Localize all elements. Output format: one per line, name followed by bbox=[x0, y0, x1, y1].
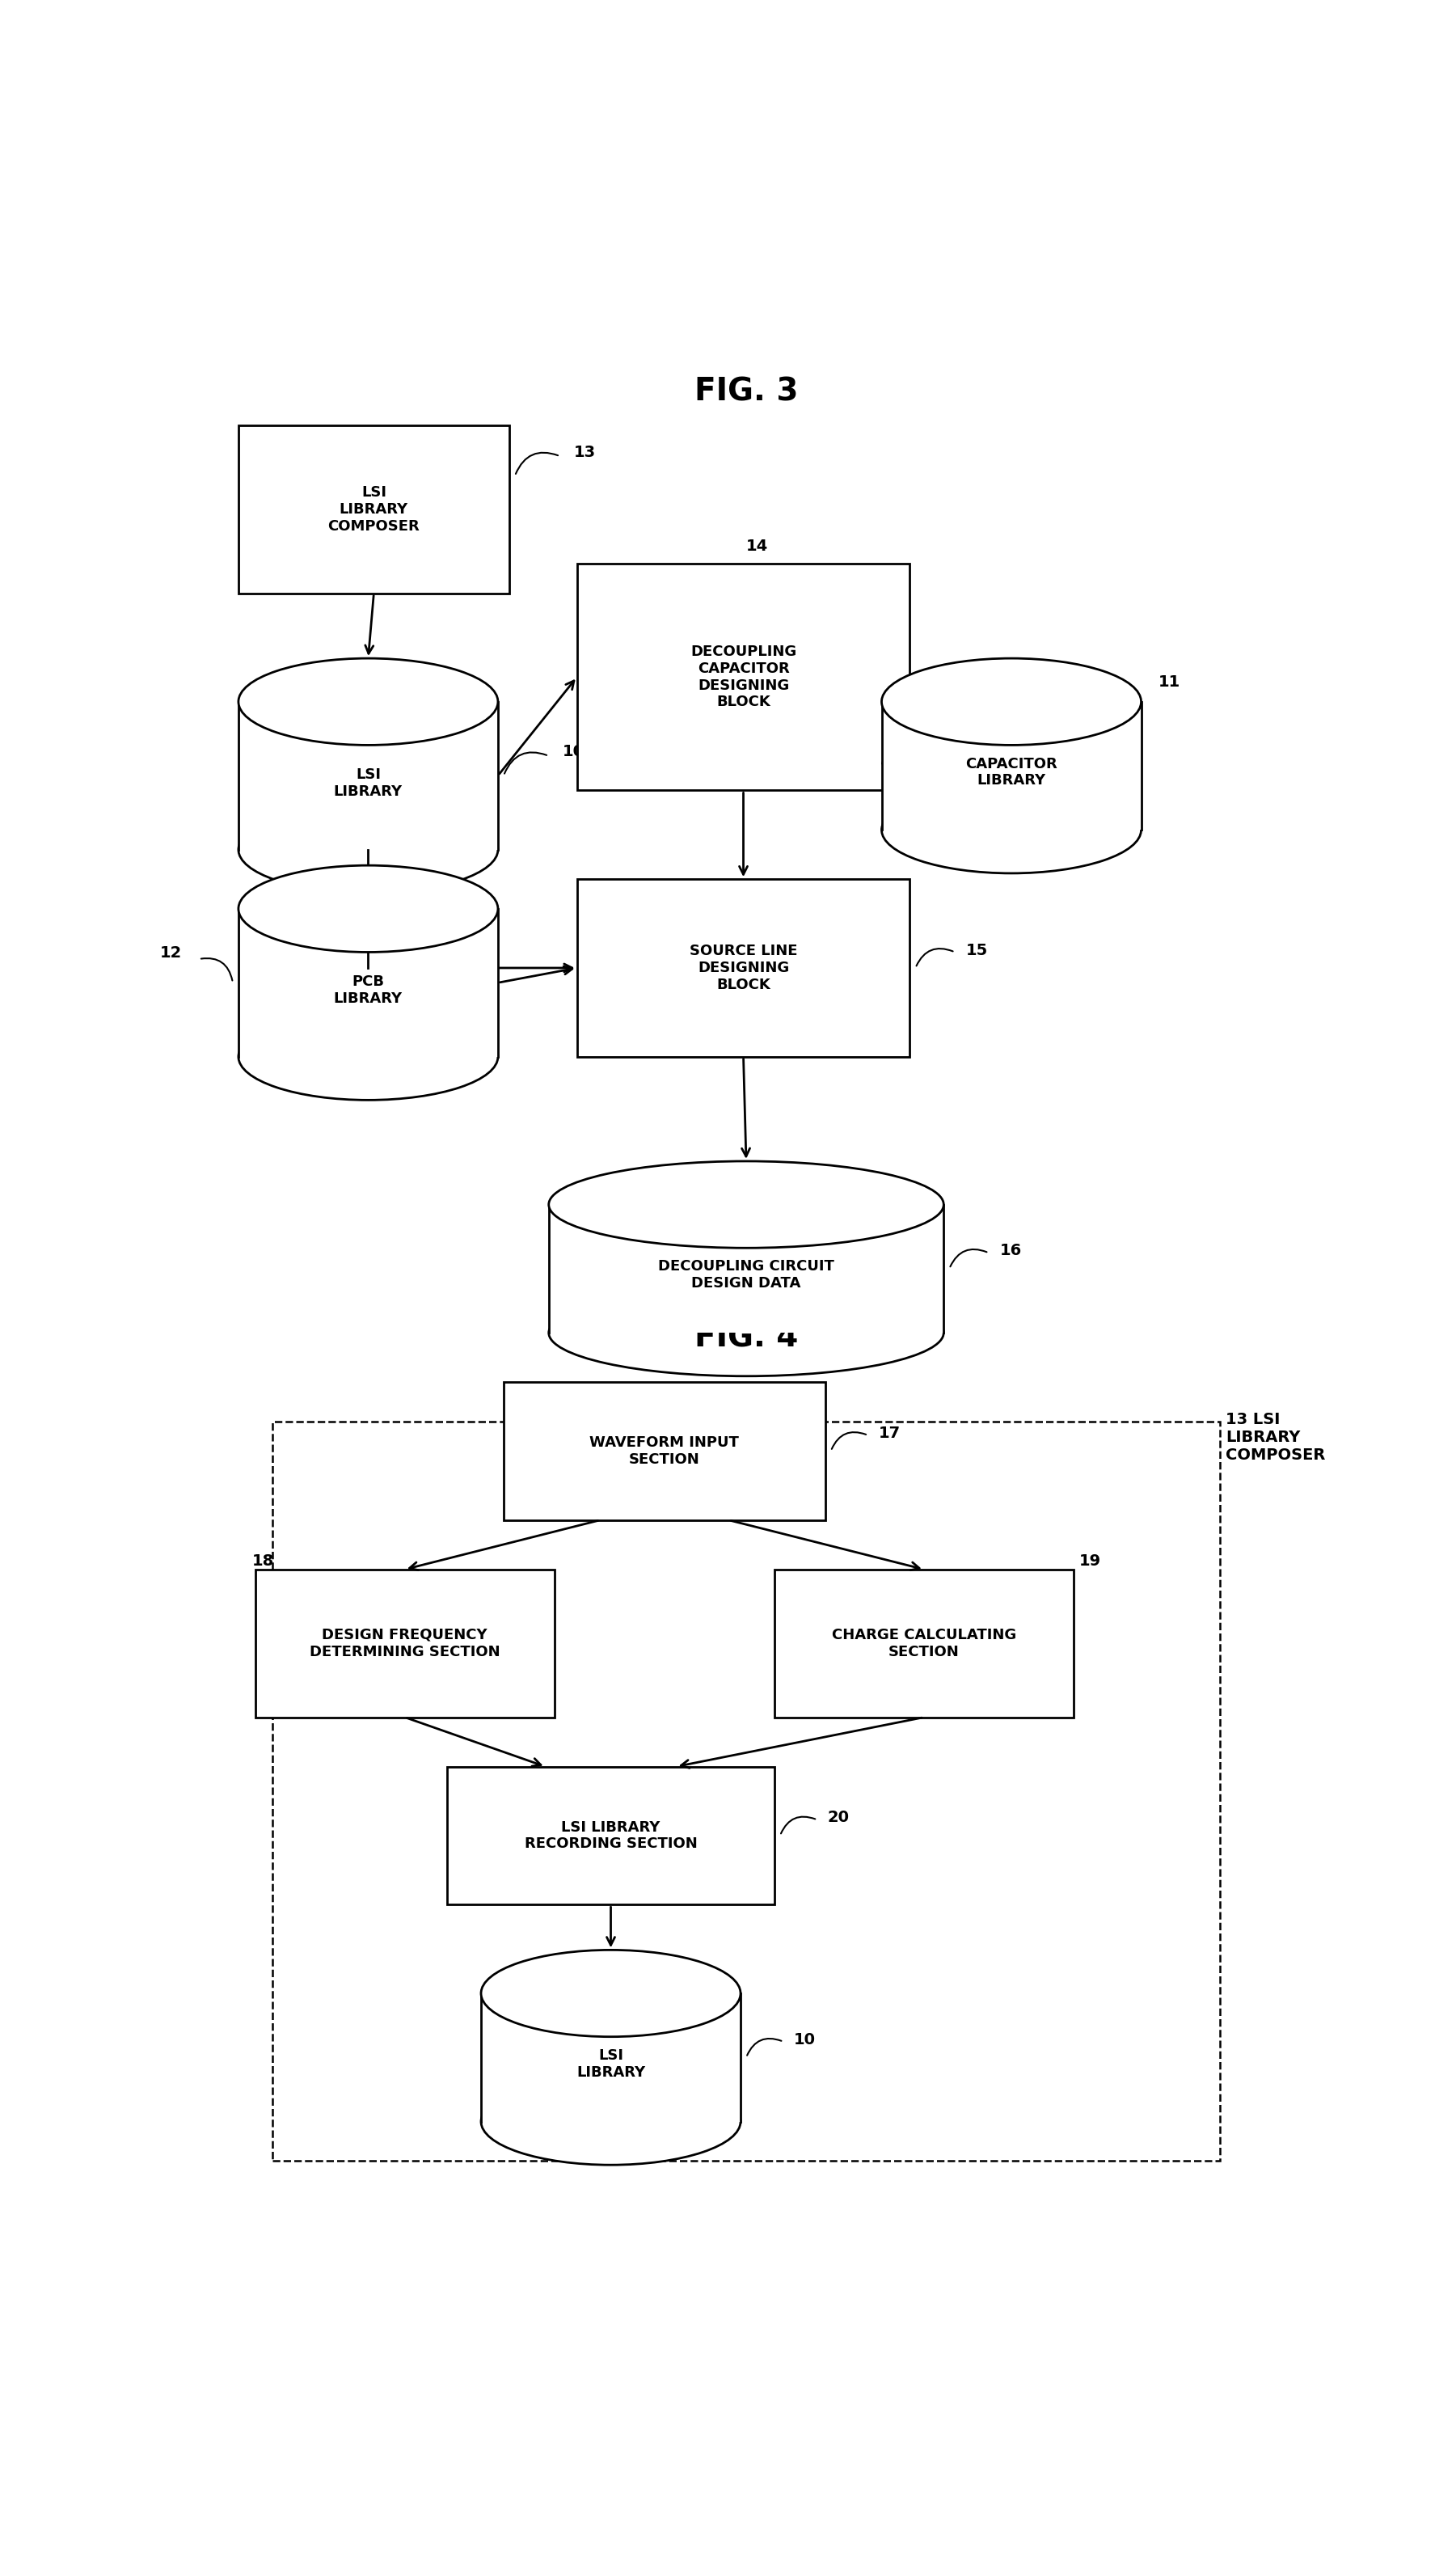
Text: 20: 20 bbox=[827, 1811, 849, 1826]
Ellipse shape bbox=[549, 1160, 943, 1247]
Text: 16: 16 bbox=[1000, 1242, 1022, 1257]
Ellipse shape bbox=[882, 658, 1142, 745]
Text: DECOUPLING CIRCUIT
DESIGN DATA: DECOUPLING CIRCUIT DESIGN DATA bbox=[658, 1260, 834, 1291]
Bar bbox=[549, 1204, 943, 1332]
Ellipse shape bbox=[239, 1014, 498, 1101]
Bar bbox=[882, 702, 1142, 830]
Bar bbox=[447, 1767, 775, 1905]
Bar bbox=[549, 1204, 943, 1332]
Ellipse shape bbox=[239, 658, 498, 745]
Bar bbox=[239, 702, 498, 850]
Bar bbox=[239, 702, 498, 850]
Text: LSI
LIBRARY
COMPOSER: LSI LIBRARY COMPOSER bbox=[328, 487, 419, 533]
Ellipse shape bbox=[882, 786, 1142, 873]
Text: CAPACITOR
LIBRARY: CAPACITOR LIBRARY bbox=[965, 755, 1057, 789]
Bar bbox=[239, 909, 498, 1058]
Bar bbox=[775, 1570, 1073, 1718]
Text: 10: 10 bbox=[794, 2031, 815, 2046]
Ellipse shape bbox=[480, 2077, 741, 2164]
Text: 10: 10 bbox=[562, 745, 584, 761]
Text: 12: 12 bbox=[160, 945, 182, 960]
Bar bbox=[480, 1992, 741, 2121]
Text: LSI LIBRARY
RECORDING SECTION: LSI LIBRARY RECORDING SECTION bbox=[524, 1821, 697, 1852]
Bar bbox=[577, 878, 910, 1058]
Bar bbox=[239, 425, 510, 594]
Bar bbox=[504, 1383, 826, 1521]
Text: FIG. 3: FIG. 3 bbox=[695, 376, 798, 407]
Bar bbox=[882, 702, 1142, 830]
Text: 19: 19 bbox=[1079, 1555, 1101, 1570]
Ellipse shape bbox=[239, 866, 498, 953]
Bar bbox=[577, 563, 910, 791]
Text: DECOUPLING
CAPACITOR
DESIGNING
BLOCK: DECOUPLING CAPACITOR DESIGNING BLOCK bbox=[690, 645, 796, 709]
Ellipse shape bbox=[239, 807, 498, 894]
Text: 11: 11 bbox=[1158, 674, 1181, 689]
Text: 17: 17 bbox=[878, 1426, 900, 1442]
Text: 13: 13 bbox=[574, 446, 596, 461]
Ellipse shape bbox=[480, 1949, 741, 2036]
Text: CHARGE CALCULATING
SECTION: CHARGE CALCULATING SECTION bbox=[831, 1629, 1016, 1660]
Text: LSI
LIBRARY: LSI LIBRARY bbox=[577, 2049, 645, 2080]
Text: SOURCE LINE
DESIGNING
BLOCK: SOURCE LINE DESIGNING BLOCK bbox=[689, 945, 798, 991]
Text: DESIGN FREQUENCY
DETERMINING SECTION: DESIGN FREQUENCY DETERMINING SECTION bbox=[310, 1629, 499, 1660]
Bar bbox=[255, 1570, 555, 1718]
Text: PCB
LIBRARY: PCB LIBRARY bbox=[333, 973, 403, 1006]
Text: 18: 18 bbox=[252, 1555, 274, 1570]
Bar bbox=[480, 1992, 741, 2121]
Text: LSI
LIBRARY: LSI LIBRARY bbox=[333, 768, 403, 799]
Text: WAVEFORM INPUT
SECTION: WAVEFORM INPUT SECTION bbox=[590, 1434, 740, 1467]
Text: 15: 15 bbox=[967, 942, 989, 958]
Text: 14: 14 bbox=[747, 538, 769, 553]
Ellipse shape bbox=[549, 1288, 943, 1375]
Bar bbox=[239, 909, 498, 1058]
Bar bbox=[272, 1421, 1220, 2161]
Text: 13 LSI
LIBRARY
COMPOSER: 13 LSI LIBRARY COMPOSER bbox=[1226, 1411, 1325, 1462]
Text: FIG. 4: FIG. 4 bbox=[695, 1324, 798, 1355]
